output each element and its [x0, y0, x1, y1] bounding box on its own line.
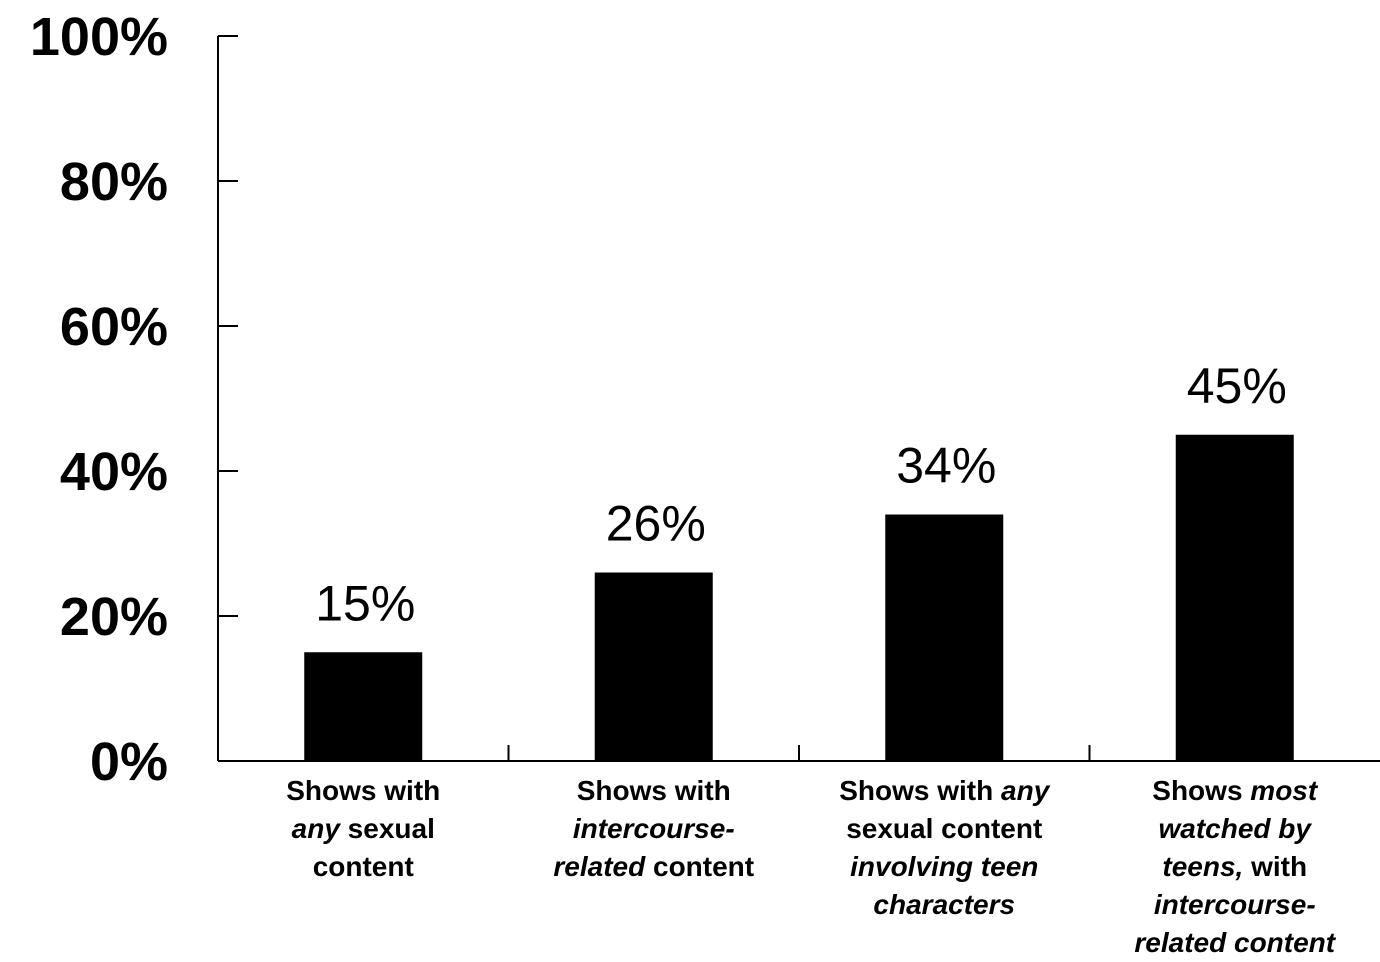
bar	[304, 652, 423, 761]
x-category-label-text: teens,	[1162, 851, 1244, 882]
x-category-label-line: Shows with	[514, 772, 794, 810]
x-category-label-text: any	[291, 813, 340, 844]
bar	[885, 514, 1004, 761]
data-label: 45%	[1187, 358, 1287, 414]
y-tick-label: 0%	[90, 732, 168, 792]
x-category-label-line: intercourse-	[514, 810, 794, 848]
y-tick-label: 100%	[30, 7, 168, 67]
x-category-label-line: related content	[514, 848, 794, 886]
x-category-label-text: watched by	[1158, 813, 1311, 844]
x-category-label-text: intercourse-	[1153, 889, 1316, 920]
x-category-label-line: Shows with	[223, 772, 503, 810]
x-category-label-line: related content	[1095, 924, 1375, 962]
x-category-label-line: intercourse-	[1095, 886, 1375, 924]
x-category-label-line: Shows with any	[804, 772, 1084, 810]
x-category-label-text: Shows with	[286, 775, 441, 806]
x-category-label-line: Shows most	[1095, 772, 1375, 810]
x-category-label-text: related	[553, 851, 646, 882]
x-category-label-text: involving teen	[850, 851, 1039, 882]
y-tick-label: 80%	[60, 152, 168, 212]
x-category-label-text: Shows with	[576, 775, 731, 806]
x-category-label: Shows most watched by teens, with intercour…	[1095, 772, 1375, 962]
x-category-label: Shows with any sexual content involving te…	[804, 772, 1084, 924]
x-category-label-line: any sexual	[223, 810, 503, 848]
data-label: 15%	[315, 575, 415, 631]
x-category-label-text: sexual	[339, 813, 435, 844]
bar	[1175, 434, 1294, 761]
y-tick-label: 40%	[60, 442, 168, 502]
x-category-label: Shows with any sexual content	[223, 772, 503, 886]
x-category-label-line: teens, with	[1095, 848, 1375, 886]
x-category-label-line: watched by	[1095, 810, 1375, 848]
x-category-label-line: involving teen	[804, 848, 1084, 886]
x-category-label: Shows with intercourse-related content	[514, 772, 794, 886]
x-category-label-text: content	[312, 851, 414, 882]
y-tick-label: 60%	[60, 297, 168, 357]
x-category-label-text: sexual content	[846, 813, 1043, 844]
x-category-label-line: sexual content	[804, 810, 1084, 848]
x-category-label-text: with	[1243, 851, 1308, 882]
data-label: 26%	[606, 496, 706, 552]
x-category-label-text: intercourse-	[572, 813, 735, 844]
x-category-label-text: Shows with	[839, 775, 1002, 806]
bar	[594, 572, 713, 761]
x-category-label-line: characters	[804, 886, 1084, 924]
x-category-label-text: most	[1250, 775, 1318, 806]
x-category-label-line: content	[223, 848, 503, 886]
x-category-label-text: content	[645, 851, 755, 882]
x-category-label-text: related content	[1134, 927, 1336, 958]
x-category-label-text: characters	[873, 889, 1016, 920]
data-label: 34%	[896, 438, 996, 494]
x-category-label-text: Shows	[1152, 775, 1251, 806]
x-category-label-text: any	[1001, 775, 1050, 806]
y-tick-label: 20%	[60, 587, 168, 647]
